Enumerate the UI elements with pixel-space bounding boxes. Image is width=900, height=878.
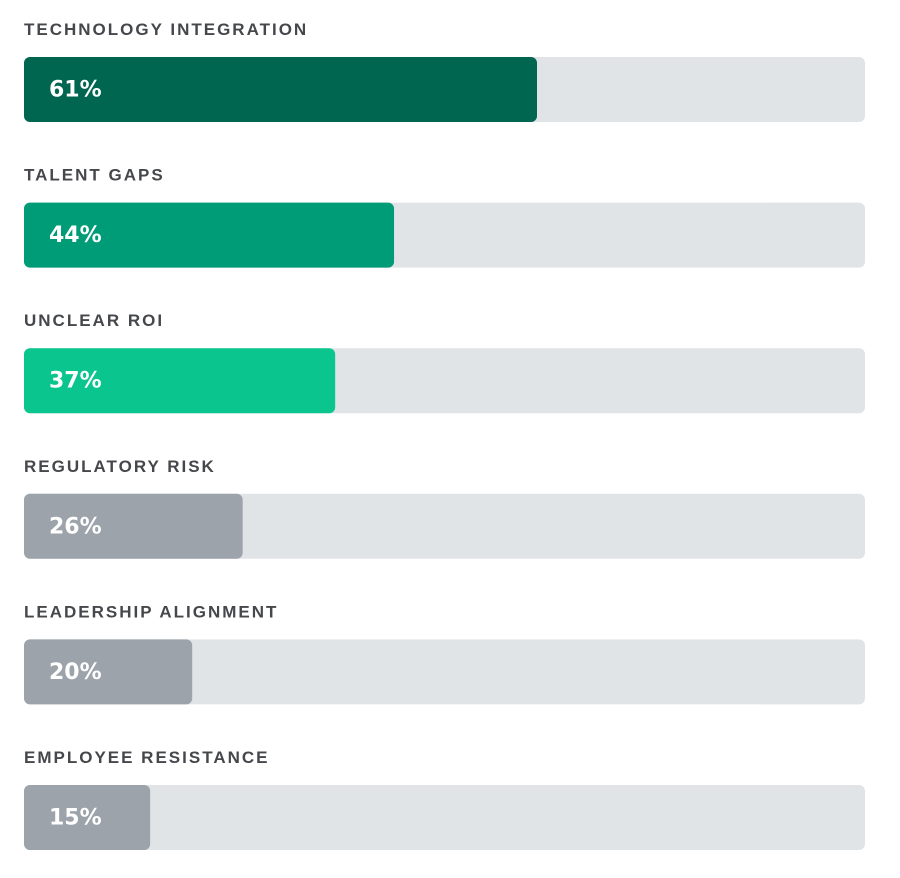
bar-track — [24, 785, 865, 850]
value-label: 44% — [49, 223, 102, 248]
category-label: TECHNOLOGY INTEGRATION — [24, 20, 308, 39]
bar — [24, 639, 193, 705]
value-label: 61% — [49, 78, 102, 103]
value-label: 26% — [49, 514, 102, 539]
bar — [24, 57, 538, 122]
bar — [24, 785, 151, 850]
value-label: 20% — [49, 660, 102, 685]
bar — [24, 348, 336, 414]
value-label: 37% — [49, 369, 102, 394]
bar — [24, 202, 395, 268]
category-label: EMPLOYEE RESISTANCE — [24, 748, 270, 767]
category-label: TALENT GAPS — [24, 166, 165, 185]
bar — [24, 493, 243, 559]
category-label: LEADERSHIP ALIGNMENT — [24, 602, 278, 621]
category-label: REGULATORY RISK — [24, 457, 216, 476]
value-label: 15% — [49, 806, 102, 831]
bar-track — [24, 639, 865, 705]
category-label: UNCLEAR ROI — [24, 311, 164, 330]
